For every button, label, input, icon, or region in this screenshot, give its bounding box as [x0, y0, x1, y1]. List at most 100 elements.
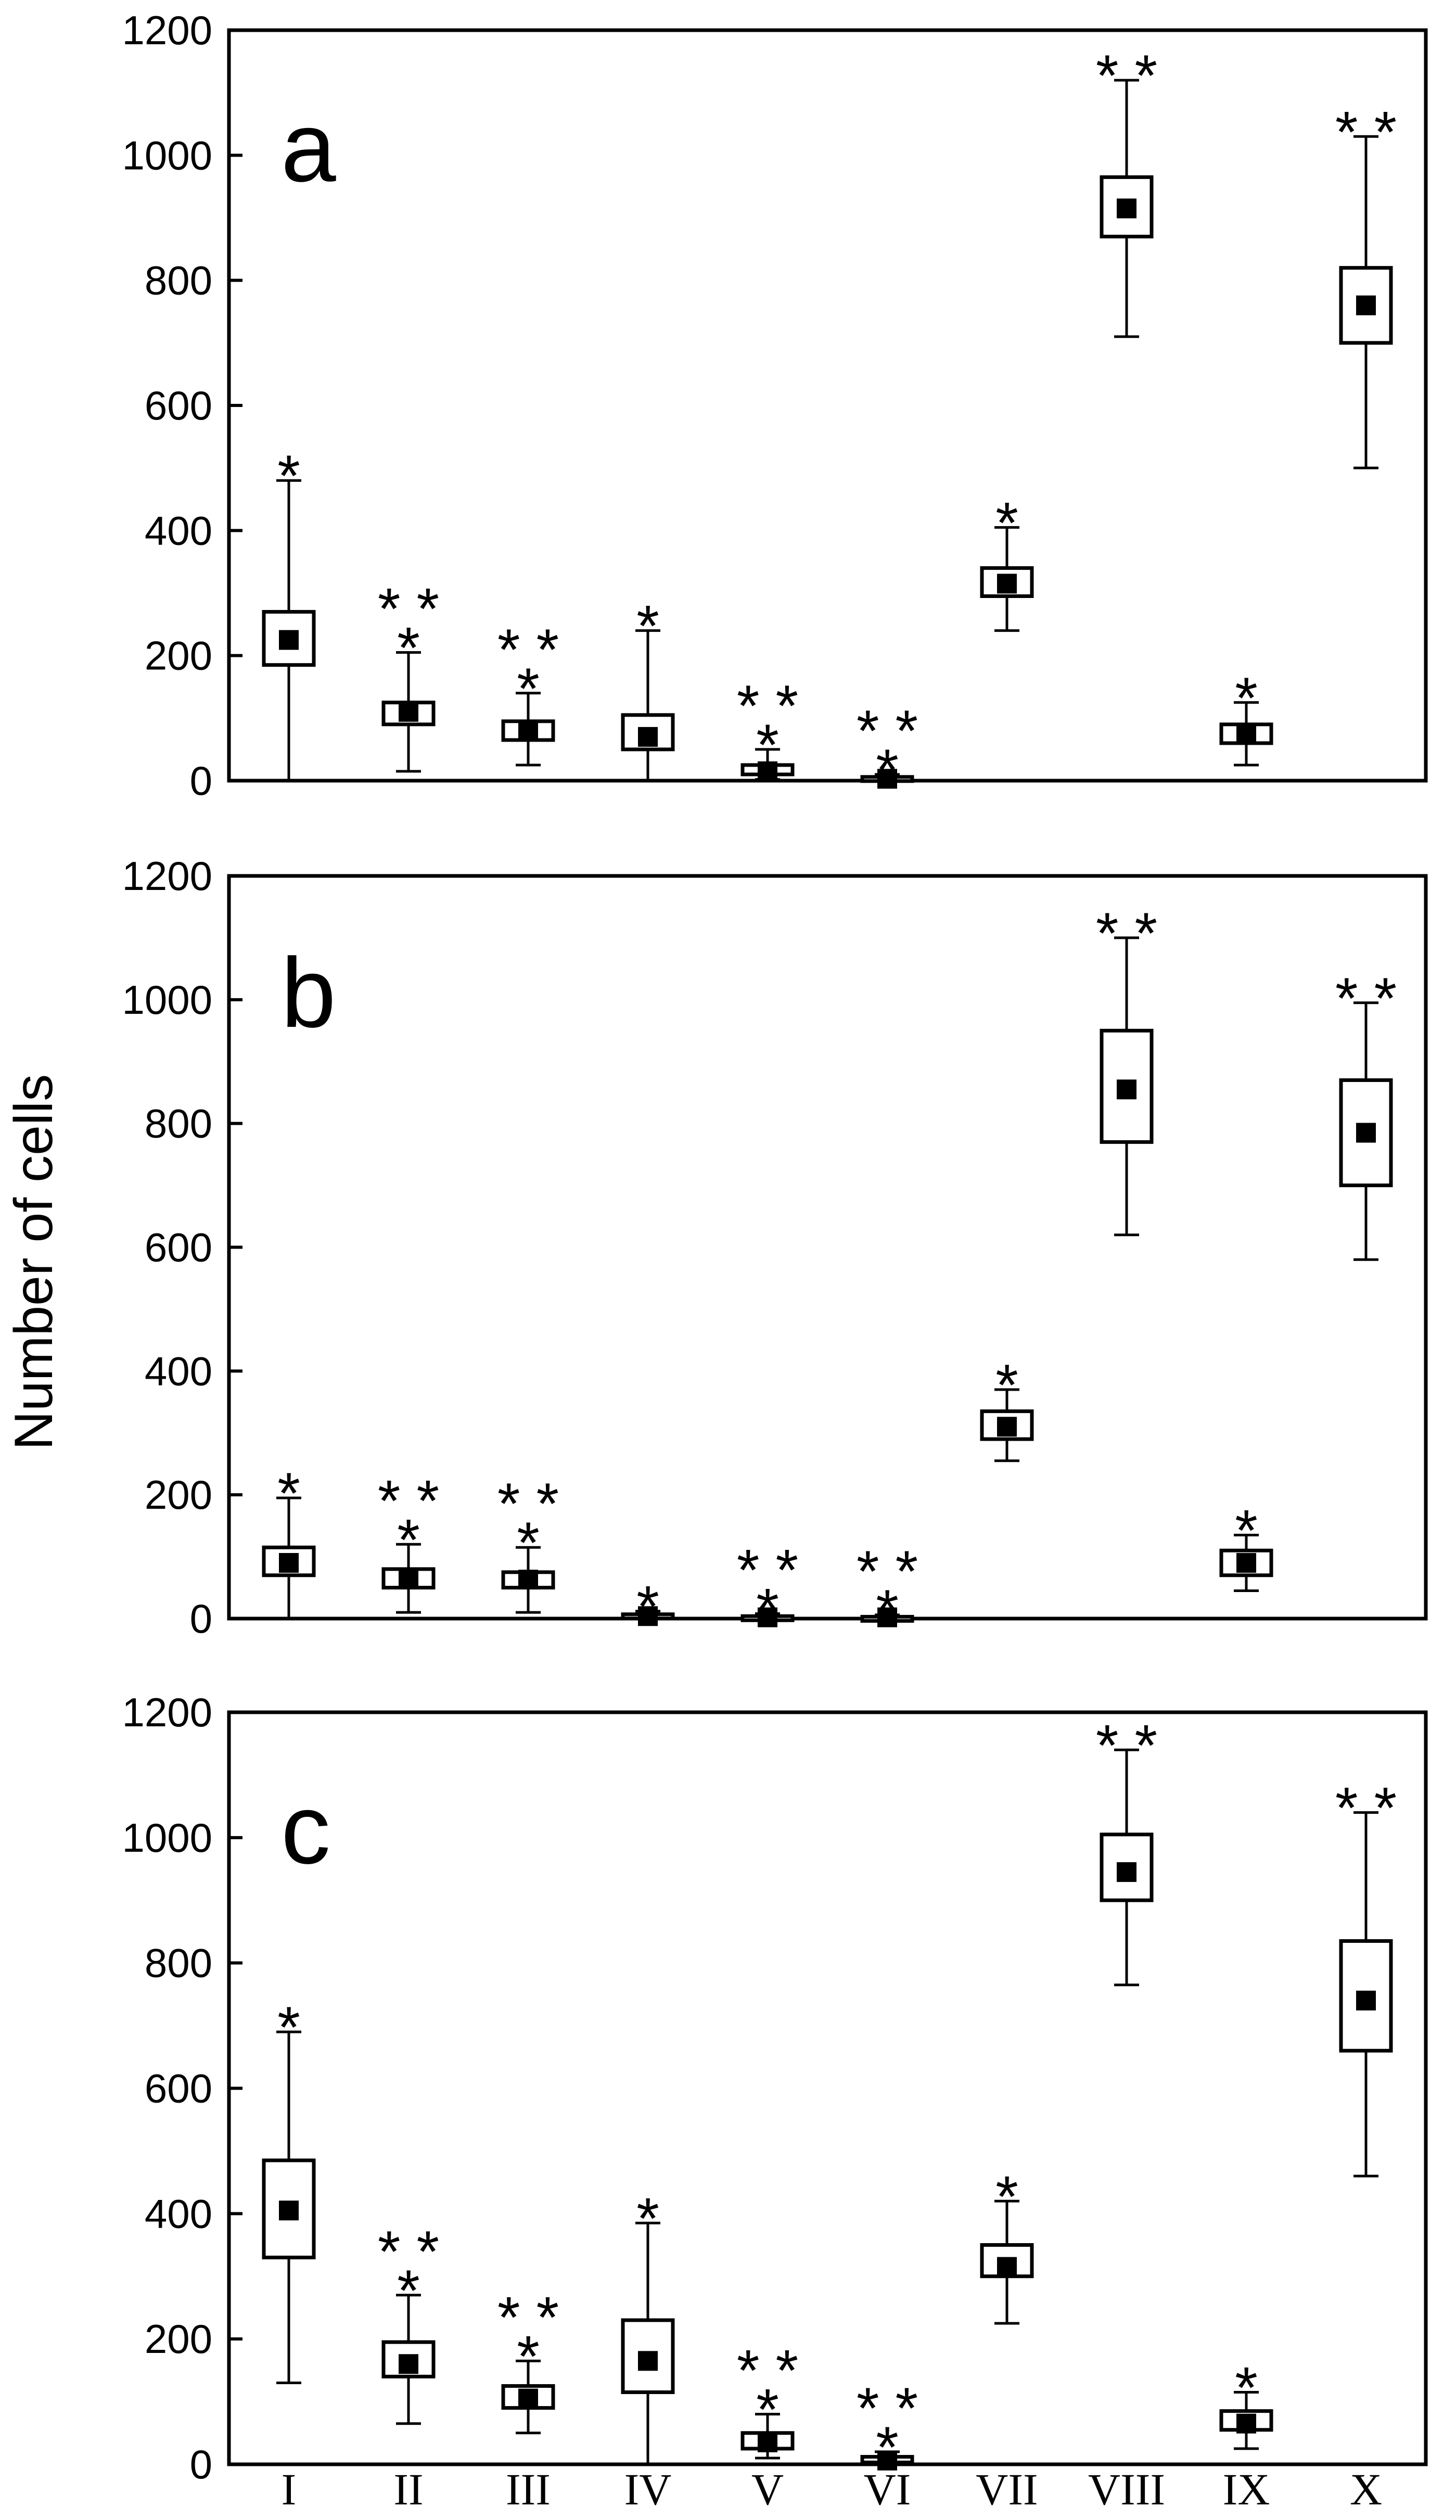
y-tick-label: 400 [145, 1348, 212, 1394]
median-marker [1117, 198, 1136, 219]
significance-label: * [277, 443, 300, 508]
significance-label: * * [497, 2285, 559, 2350]
median-marker [399, 2354, 418, 2374]
significance-label: * [397, 616, 420, 681]
category-label-X: X [1350, 2464, 1382, 2514]
box-VIII: * * [1096, 43, 1157, 338]
median-marker [279, 1552, 299, 1573]
significance-label: * * [1096, 1713, 1157, 1778]
significance-label: * * [378, 577, 439, 642]
box-VIII: * * [1096, 1713, 1157, 1987]
significance-label: * [397, 1507, 420, 1572]
significance-label: * [517, 2324, 540, 2389]
significance-label: * * [1335, 966, 1397, 1031]
median-marker [1117, 1862, 1136, 1882]
category-label-IX: IX [1223, 2464, 1270, 2514]
median-marker [1356, 1123, 1376, 1143]
y-tick-label: 200 [145, 633, 212, 679]
median-marker [758, 2432, 777, 2452]
box-VI: * ** [857, 1539, 918, 1643]
y-axis-label: Number of cells [4, 1074, 64, 1450]
significance-label: * * [737, 673, 798, 739]
y-tick-label: 200 [145, 1472, 212, 1518]
significance-label: * [876, 2415, 899, 2480]
median-marker [877, 769, 897, 789]
y-tick-label: 1200 [122, 1689, 212, 1735]
y-tick-label: 1000 [122, 132, 212, 178]
median-marker [997, 1417, 1017, 1437]
box-II: * ** [378, 2219, 439, 2425]
box-V: * ** [737, 1537, 798, 1641]
category-label-IV: IV [624, 2464, 672, 2514]
significance-label: * [995, 1353, 1018, 1418]
median-marker [518, 2388, 538, 2409]
median-marker [1236, 723, 1256, 744]
median-marker [1117, 1079, 1136, 1100]
y-tick-label: 800 [145, 1940, 212, 1986]
box-III: * ** [497, 1471, 559, 1614]
panel-label: a [281, 92, 336, 202]
y-tick-label: 800 [145, 258, 212, 303]
significance-label: * [277, 1995, 300, 2060]
box-X: * * [1335, 966, 1397, 1261]
y-tick-label: 1000 [122, 977, 212, 1023]
y-tick-label: 0 [190, 1596, 212, 1641]
significance-label: * * [378, 2219, 439, 2284]
category-label-III: III [506, 2464, 551, 2514]
y-tick-label: 600 [145, 383, 212, 428]
y-tick-label: 600 [145, 2066, 212, 2111]
box-X: * * [1335, 1776, 1397, 2178]
box-III: * ** [497, 617, 559, 767]
significance-label: * [636, 1574, 659, 1639]
category-label-II: II [393, 2464, 423, 2514]
box-IV: * [621, 2186, 675, 2466]
significance-label: * [876, 1578, 899, 1643]
significance-label: * * [857, 698, 918, 763]
y-tick-label: 0 [190, 2441, 212, 2487]
significance-label: * * [737, 2338, 798, 2403]
box-IX: * [1219, 2356, 1273, 2450]
y-tick-label: 0 [190, 758, 212, 804]
significance-label: * [397, 2258, 420, 2323]
median-marker [758, 761, 777, 781]
box-I: * [262, 1995, 316, 2384]
iqr-box [1339, 266, 1393, 345]
significance-label: * [517, 656, 540, 721]
median-marker [399, 702, 418, 722]
box-IX: * [1219, 666, 1273, 767]
significance-label: * [995, 490, 1018, 555]
significance-label: * [636, 2186, 659, 2251]
median-marker [518, 1570, 538, 1590]
box-V: * ** [737, 673, 798, 781]
significance-label: * * [1096, 901, 1157, 966]
median-marker [399, 1568, 418, 1588]
category-axis-labels: I II III IV V VI VII VIII IX X [282, 2464, 1382, 2514]
median-marker [997, 2257, 1017, 2277]
significance-label: * * [857, 2376, 918, 2441]
box-II: * ** [378, 577, 439, 773]
box-I: * [262, 443, 316, 782]
category-label-VI: VI [864, 2464, 911, 2514]
y-tick-label: 400 [145, 2191, 212, 2236]
significance-label: * * [1096, 43, 1157, 108]
category-label-VIII: VIII [1088, 2464, 1165, 2514]
significance-label: * * [497, 1471, 559, 1536]
median-marker [279, 630, 299, 650]
box-I: * [262, 1461, 316, 1620]
y-tick-label: 600 [145, 1225, 212, 1270]
box-X: * * [1335, 99, 1397, 469]
y-tick-label: 1000 [122, 1815, 212, 1861]
box-II: * ** [378, 1468, 439, 1614]
significance-label: * [1235, 666, 1258, 731]
median-marker [1236, 1552, 1256, 1573]
significance-label: * * [737, 1537, 798, 1602]
box-VIII: * * [1096, 901, 1157, 1237]
median-marker [877, 2450, 897, 2471]
box-IX: * [1219, 1498, 1273, 1592]
significance-label: * [756, 1576, 779, 1641]
median-marker [997, 574, 1017, 594]
significance-label: * [756, 2377, 779, 2442]
